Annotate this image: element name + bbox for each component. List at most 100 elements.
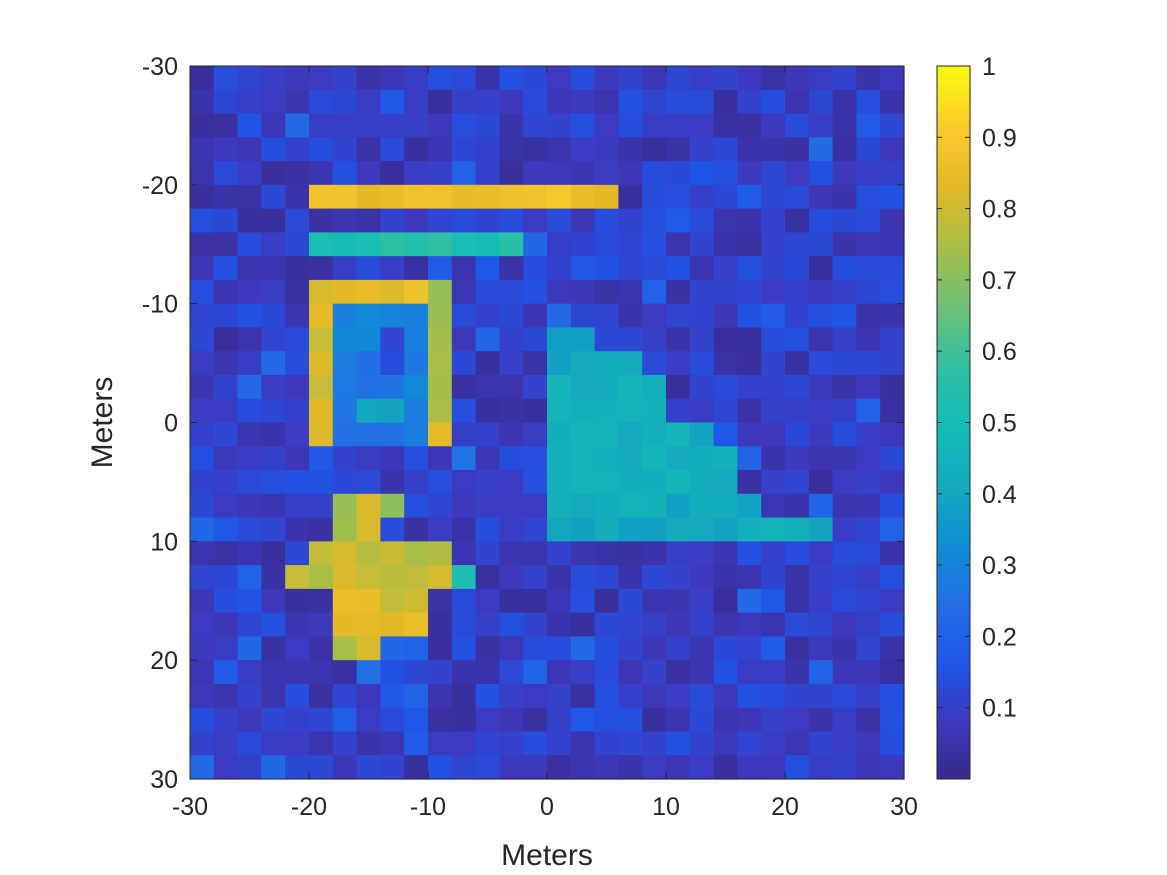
heatmap-cell <box>666 588 691 614</box>
heatmap-cell <box>285 279 310 305</box>
heatmap-cell <box>737 755 762 780</box>
heatmap-cell <box>309 113 334 138</box>
heatmap-cell <box>642 398 667 424</box>
heatmap-cell <box>666 398 691 424</box>
heatmap-cell <box>618 493 643 519</box>
heatmap-cell <box>475 493 500 519</box>
heatmap-cell <box>808 517 834 542</box>
heatmap-cell <box>523 137 548 162</box>
heatmap-cell <box>285 374 310 400</box>
heatmap-cell <box>547 541 572 566</box>
heatmap-cell <box>261 113 286 138</box>
heatmap-cell <box>499 731 524 756</box>
heatmap-cell <box>309 565 334 590</box>
colorbar-tick-label: 0.4 <box>982 481 1017 509</box>
heatmap-cell <box>356 398 381 424</box>
heatmap-cell <box>689 351 715 376</box>
heatmap-cell <box>761 303 786 329</box>
heatmap-cell <box>523 565 548 590</box>
heatmap-cell <box>285 232 310 257</box>
heatmap-cell <box>832 731 857 756</box>
heatmap-cell <box>570 303 596 329</box>
heatmap-cell <box>190 351 215 376</box>
heatmap-cell <box>380 422 405 447</box>
heatmap-cell <box>618 161 643 186</box>
heatmap-cell <box>689 683 715 709</box>
heatmap-cell <box>404 755 429 780</box>
heatmap-cell <box>499 612 524 637</box>
heatmap-cell <box>832 303 857 329</box>
heatmap-cell <box>428 565 453 590</box>
heatmap-cell <box>785 327 810 352</box>
heatmap-cell <box>356 137 381 162</box>
heatmap-cell <box>499 279 524 305</box>
heatmap-cell <box>666 279 691 305</box>
heatmap-cell <box>689 374 715 400</box>
heatmap-cell <box>404 137 429 162</box>
heatmap-cell <box>404 683 429 709</box>
heatmap-cell <box>713 517 738 542</box>
heatmap-cell <box>285 541 310 566</box>
heatmap-cell <box>428 612 453 637</box>
heatmap-cell <box>451 232 477 257</box>
heatmap-cell <box>309 89 334 115</box>
heatmap-cell <box>285 208 310 233</box>
heatmap-cell <box>404 351 429 376</box>
heatmap-cell <box>832 683 857 709</box>
heatmap-cell <box>666 184 691 210</box>
heatmap-cell <box>237 327 262 352</box>
heatmap-cell <box>380 279 405 305</box>
heatmap-cell <box>856 398 881 424</box>
heatmap-cell <box>237 446 262 471</box>
heatmap-cell <box>713 256 738 281</box>
heatmap-cell <box>309 161 334 186</box>
heatmap-cell <box>642 89 667 115</box>
heatmap-cell <box>832 66 857 91</box>
heatmap-cell <box>737 470 762 495</box>
heatmap-cell <box>356 279 381 305</box>
heatmap-cell <box>856 565 881 590</box>
heatmap-cell <box>356 89 381 115</box>
heatmap-cell <box>570 707 596 733</box>
heatmap-cell <box>642 161 667 186</box>
heatmap-cell <box>785 541 810 566</box>
heatmap-cell <box>761 256 786 281</box>
heatmap-cell <box>689 279 715 305</box>
heatmap-cell <box>190 612 215 637</box>
heatmap-cell <box>689 541 715 566</box>
heatmap-cell <box>689 565 715 590</box>
heatmap-cell <box>380 588 405 614</box>
heatmap-cell <box>499 541 524 566</box>
heatmap-cell <box>761 636 786 661</box>
heatmap-cell <box>666 208 691 233</box>
heatmap-cell <box>261 208 286 233</box>
heatmap-cell <box>190 374 215 400</box>
heatmap-cell <box>475 303 500 329</box>
heatmap-cell <box>832 208 857 233</box>
heatmap-cell <box>618 755 643 780</box>
heatmap-cell <box>666 493 691 519</box>
heatmap-cell <box>285 256 310 281</box>
heatmap-cell <box>547 66 572 91</box>
heatmap-cell <box>523 493 548 519</box>
heatmap-cell <box>261 755 286 780</box>
heatmap-cell <box>428 256 453 281</box>
y-tick-label: 20 <box>150 647 178 675</box>
heatmap-cell <box>428 351 453 376</box>
heatmap-cell <box>642 374 667 400</box>
heatmap-cell <box>499 374 524 400</box>
heatmap-cell <box>808 232 834 257</box>
heatmap-cell <box>832 351 857 376</box>
heatmap-cell <box>618 327 643 352</box>
heatmap-cell <box>380 232 405 257</box>
heatmap-cell <box>332 351 358 376</box>
heatmap-cell <box>856 351 881 376</box>
heatmap-cell <box>380 470 405 495</box>
heatmap-cell <box>618 208 643 233</box>
heatmap-cell <box>689 303 715 329</box>
heatmap-cell <box>356 683 381 709</box>
heatmap-cell <box>213 398 239 424</box>
heatmap-cell <box>761 327 786 352</box>
heatmap-cell <box>642 470 667 495</box>
heatmap-cell <box>594 707 619 733</box>
